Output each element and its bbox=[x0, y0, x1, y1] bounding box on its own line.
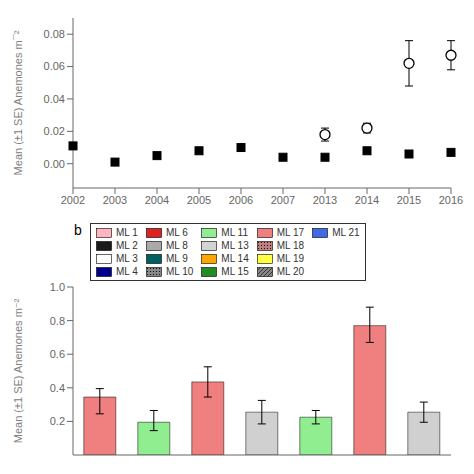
html-text:ML 19: ML 19 bbox=[276, 253, 305, 264]
svg-text:2005: 2005 bbox=[187, 194, 211, 206]
svg-text:Mean (±1 SE) Anemones m¯²: Mean (±1 SE) Anemones m¯² bbox=[12, 30, 24, 175]
svg-text:2015: 2015 bbox=[397, 194, 421, 206]
html-text:ML 4: ML 4 bbox=[116, 266, 138, 277]
svg-text:0.2: 0.2 bbox=[50, 415, 65, 427]
svg-text:0.06: 0.06 bbox=[44, 60, 65, 72]
svg-text:1.0: 1.0 bbox=[50, 281, 65, 293]
svg-text:0.6: 0.6 bbox=[50, 348, 65, 360]
html-text:b: b bbox=[74, 222, 82, 238]
html-text:ML 9: ML 9 bbox=[165, 253, 188, 264]
svg-text:2003: 2003 bbox=[103, 194, 127, 206]
svg-text:2016: 2016 bbox=[439, 194, 463, 206]
svg-text:0.8: 0.8 bbox=[50, 315, 65, 327]
svg-text:2013: 2013 bbox=[313, 194, 337, 206]
html-text:ML 14: ML 14 bbox=[221, 253, 249, 264]
svg-text:0.4: 0.4 bbox=[50, 382, 65, 394]
html-text:ML 17: ML 17 bbox=[276, 227, 305, 238]
html-text:ML 18: ML 18 bbox=[276, 240, 305, 251]
svg-text:2002: 2002 bbox=[61, 194, 85, 206]
svg-text:2014: 2014 bbox=[355, 194, 379, 206]
svg-text:0.02: 0.02 bbox=[44, 125, 65, 137]
html-text:ML 1: ML 1 bbox=[116, 227, 138, 238]
html-text:ML 15: ML 15 bbox=[221, 266, 249, 277]
svg-text:2004: 2004 bbox=[145, 194, 169, 206]
svg-text:2007: 2007 bbox=[271, 194, 295, 206]
html-text:ML 3: ML 3 bbox=[116, 253, 138, 264]
svg-text:2006: 2006 bbox=[229, 194, 253, 206]
html-text:ML 10: ML 10 bbox=[165, 266, 194, 277]
html-text:ML 11: ML 11 bbox=[221, 227, 248, 238]
html-text:ML 8: ML 8 bbox=[165, 240, 188, 251]
svg-text:0.00: 0.00 bbox=[44, 158, 65, 170]
html-text:ML 21: ML 21 bbox=[332, 227, 360, 238]
html-text:ML 20: ML 20 bbox=[276, 266, 305, 277]
svg-text:Mean (±1 SE) Anemones m⁻²: Mean (±1 SE) Anemones m⁻² bbox=[12, 298, 24, 443]
html-text:ML 13: ML 13 bbox=[221, 240, 249, 251]
svg-text:0.08: 0.08 bbox=[44, 28, 65, 40]
svg-text:0.04: 0.04 bbox=[44, 93, 65, 105]
html-text:ML 2: ML 2 bbox=[116, 240, 138, 251]
html-text:ML 6: ML 6 bbox=[165, 227, 188, 238]
